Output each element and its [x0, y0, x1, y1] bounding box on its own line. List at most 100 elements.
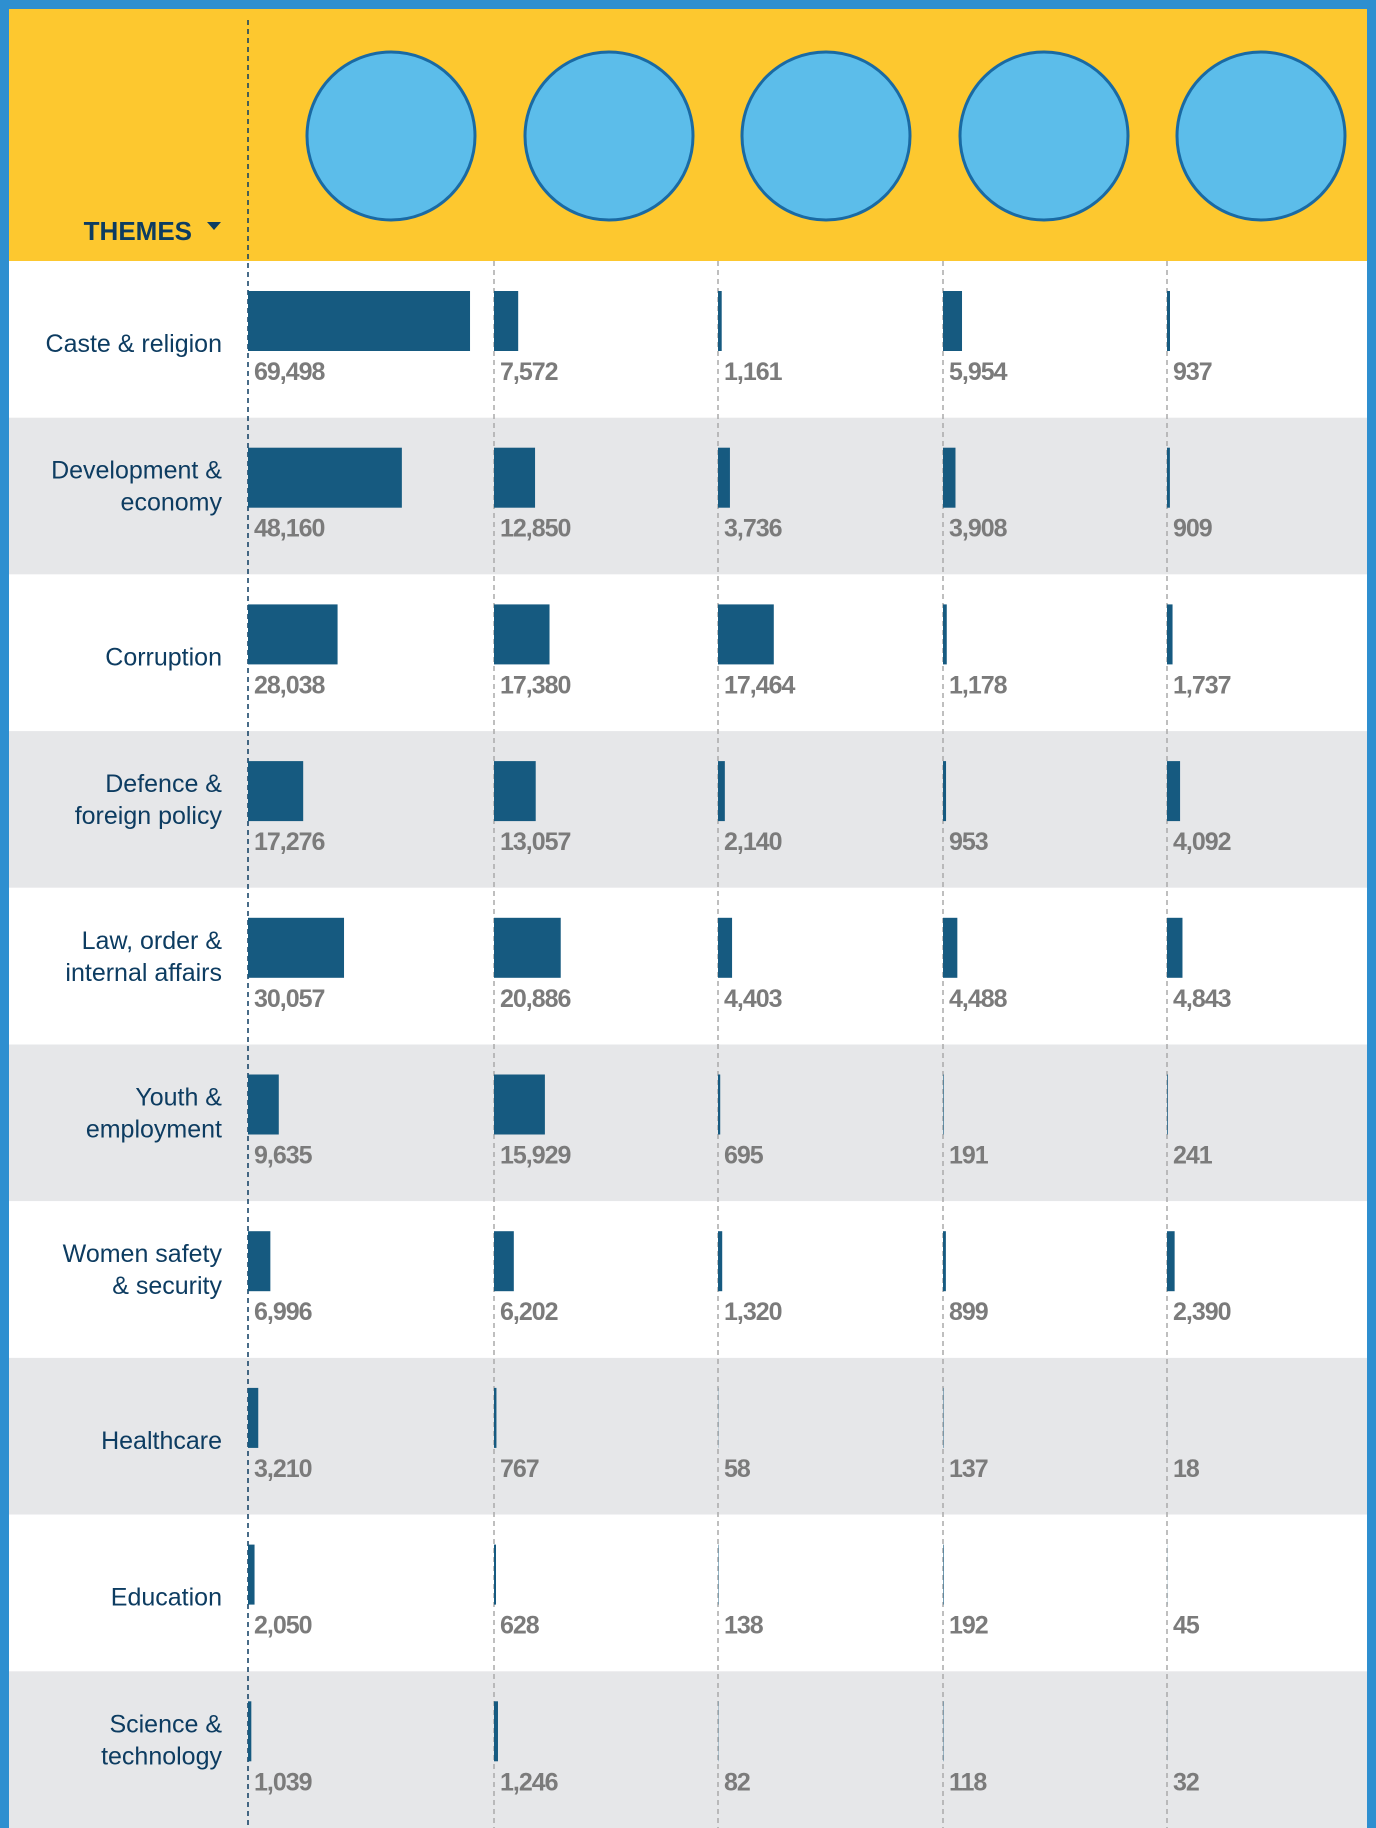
- bar: [248, 291, 471, 351]
- portrait: [740, 50, 912, 222]
- bar: [718, 1231, 723, 1292]
- bar: [494, 1544, 497, 1605]
- bar: [943, 1074, 944, 1135]
- portraits: [305, 50, 1347, 222]
- theme-label: Science &: [109, 1710, 222, 1738]
- value-label: 937: [1173, 358, 1212, 386]
- bar: [943, 291, 963, 351]
- value-label: 909: [1173, 515, 1212, 543]
- bar: [718, 291, 722, 351]
- bar: [494, 1074, 545, 1135]
- value-label: 1,178: [949, 671, 1008, 699]
- value-label: 191: [949, 1142, 989, 1170]
- bar: [248, 917, 345, 978]
- value-label: 82: [724, 1768, 750, 1796]
- theme-label: Women safety: [63, 1240, 223, 1268]
- bar: [494, 291, 519, 351]
- value-label: 32: [1173, 1768, 1199, 1796]
- value-label: 953: [949, 828, 988, 856]
- bar: [943, 761, 947, 822]
- value-label: 138: [724, 1612, 764, 1640]
- value-label: 2,050: [254, 1612, 312, 1640]
- value-label: 48,160: [254, 515, 325, 543]
- value-label: 241: [1173, 1142, 1213, 1170]
- portrait: [1175, 50, 1347, 222]
- bar: [248, 761, 304, 822]
- portrait: [958, 50, 1130, 222]
- value-label: 30,057: [254, 985, 325, 1013]
- theme-label: Youth &: [135, 1084, 222, 1112]
- bar: [248, 1701, 252, 1762]
- value-label: 4,092: [1173, 828, 1231, 856]
- row-background: [9, 1514, 1367, 1672]
- value-label: 13,057: [500, 828, 571, 856]
- theme-label: Healthcare: [101, 1427, 222, 1455]
- value-label: 9,635: [254, 1142, 313, 1170]
- bar: [494, 1701, 498, 1762]
- value-label: 1,246: [500, 1768, 558, 1796]
- bar: [248, 1074, 279, 1135]
- dropdown-arrow: [207, 222, 221, 230]
- portrait: [305, 50, 477, 222]
- bar: [1167, 1074, 1168, 1135]
- value-label: 17,380: [500, 671, 571, 699]
- bar: [1167, 447, 1170, 508]
- header-label: THEMES: [84, 216, 192, 246]
- value-label: 17,464: [724, 671, 796, 699]
- value-label: 767: [500, 1455, 539, 1483]
- value-label: 2,140: [724, 828, 782, 856]
- value-label: 17,276: [254, 828, 325, 856]
- bar: [494, 1387, 497, 1448]
- value-label: 1,320: [724, 1298, 782, 1326]
- theme-label: Caste & religion: [46, 330, 222, 358]
- value-label: 4,843: [1173, 985, 1231, 1013]
- theme-label: employment: [86, 1116, 222, 1144]
- value-label: 20,886: [500, 985, 571, 1013]
- bar: [248, 604, 338, 665]
- bar: [494, 761, 536, 822]
- value-label: 4,403: [724, 985, 782, 1013]
- value-label: 137: [949, 1455, 988, 1483]
- row-background: [9, 887, 1367, 1045]
- value-label: 1,161: [724, 358, 783, 386]
- bar: [718, 447, 730, 508]
- value-label: 6,996: [254, 1298, 312, 1326]
- value-label: 695: [724, 1142, 764, 1170]
- row-background: [9, 1671, 1367, 1828]
- bar: [943, 917, 958, 978]
- value-label: 45: [1173, 1612, 1200, 1640]
- bar: [1167, 761, 1181, 822]
- bar: [248, 1387, 259, 1448]
- value-label: 69,498: [254, 358, 326, 386]
- theme-label: economy: [121, 489, 223, 517]
- bar: [943, 1544, 944, 1605]
- theme-label: Corruption: [105, 643, 222, 671]
- value-label: 58: [724, 1455, 751, 1483]
- value-label: 3,736: [724, 515, 782, 543]
- bar: [718, 917, 733, 978]
- portrait: [523, 50, 695, 222]
- value-label: 899: [949, 1298, 988, 1326]
- value-label: 12,850: [500, 515, 571, 543]
- bar: [248, 1544, 255, 1605]
- row-background: [9, 1357, 1367, 1515]
- bar: [248, 447, 402, 508]
- value-label: 15,929: [500, 1142, 571, 1170]
- bar: [943, 604, 947, 665]
- bar: [718, 1074, 721, 1135]
- bar: [494, 1231, 514, 1292]
- row-background: [9, 1044, 1367, 1202]
- value-label: 7,572: [500, 358, 558, 386]
- value-label: 118: [949, 1768, 987, 1796]
- theme-label: technology: [101, 1742, 222, 1770]
- bar: [718, 604, 774, 665]
- bar: [494, 604, 550, 665]
- bar: [1167, 604, 1173, 665]
- row-background: [9, 731, 1367, 888]
- bar: [494, 917, 561, 978]
- theme-label: & security: [112, 1272, 222, 1300]
- theme-label: Education: [111, 1584, 222, 1612]
- value-label: 3,210: [254, 1455, 312, 1483]
- theme-label: Law, order &: [82, 927, 223, 955]
